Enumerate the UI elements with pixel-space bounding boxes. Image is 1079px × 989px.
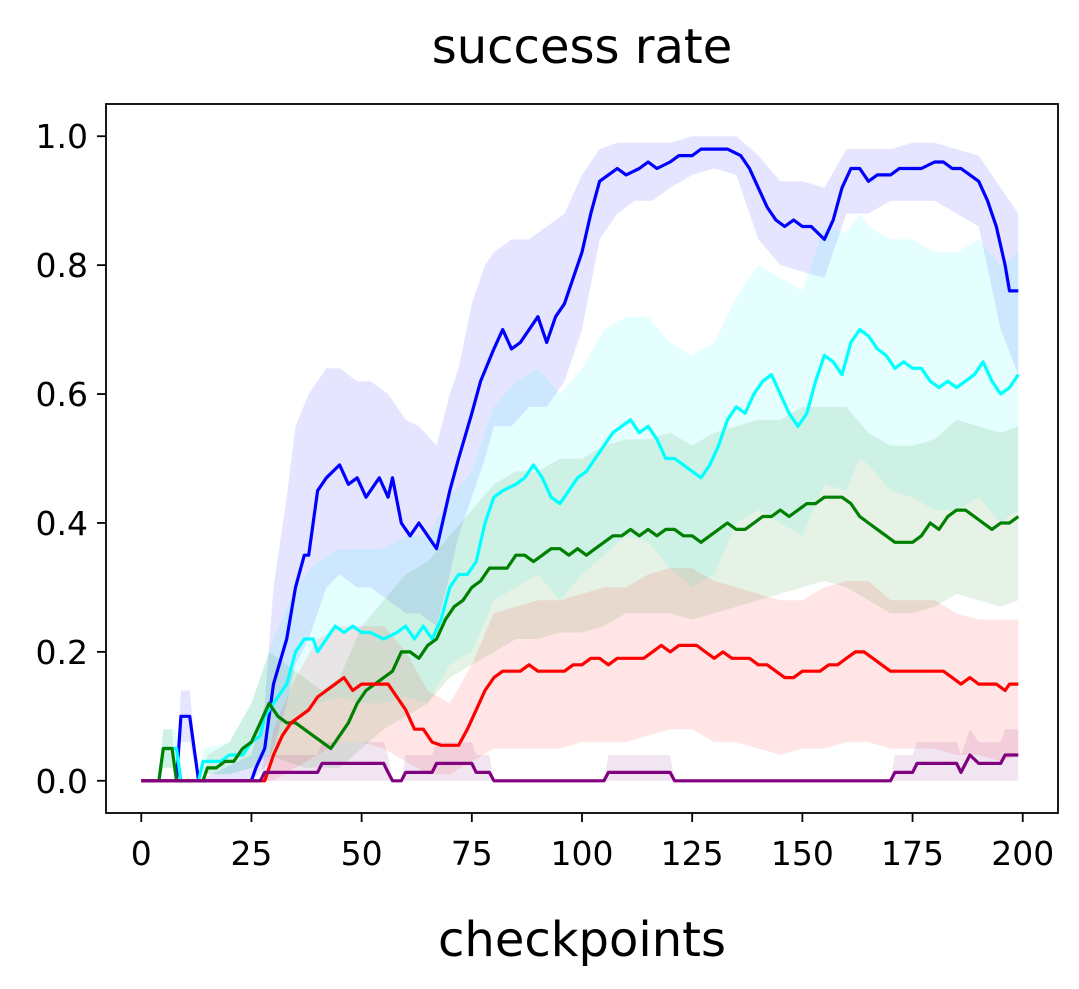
- x-tick-label: 75: [451, 834, 493, 873]
- series-3-band: [141, 568, 1019, 781]
- y-tick-label: 0.2: [36, 633, 88, 672]
- chart-title: success rate: [432, 19, 733, 75]
- y-axis-ticks: 0.0 0.2 0.4 0.6 0.8 1.0: [36, 117, 106, 801]
- y-tick-label: 0.4: [36, 504, 88, 543]
- x-tick-label: 150: [771, 834, 834, 873]
- series-4-line: [141, 753, 1019, 783]
- series-lines: [141, 147, 1020, 783]
- series-2-band: [141, 406, 1019, 781]
- y-tick-label: 0.8: [36, 246, 88, 285]
- x-tick-label: 25: [230, 834, 272, 873]
- y-tick-label: 0.0: [36, 762, 88, 801]
- x-tick-label: 50: [341, 834, 383, 873]
- confidence-bands: [141, 136, 1019, 781]
- x-tick-label: 100: [551, 834, 614, 873]
- series-2-line: [141, 495, 1020, 783]
- y-tick-label: 1.0: [36, 117, 88, 156]
- series-0-band: [141, 136, 1019, 781]
- x-tick-label: 200: [991, 834, 1054, 873]
- x-tick-label: 0: [131, 834, 152, 873]
- series-3-line: [141, 643, 1019, 783]
- x-tick-label: 125: [661, 834, 724, 873]
- series-1-line: [141, 328, 1020, 783]
- x-axis-ticks: 0 25 50 75 100 125 150 175 200: [131, 813, 1054, 873]
- x-tick-label: 175: [881, 834, 944, 873]
- x-axis-label: checkpoints: [438, 912, 726, 968]
- y-tick-label: 0.6: [36, 375, 88, 414]
- series-4-band: [141, 729, 1019, 781]
- series-1-band: [141, 213, 1019, 781]
- series-0-line: [141, 147, 1019, 783]
